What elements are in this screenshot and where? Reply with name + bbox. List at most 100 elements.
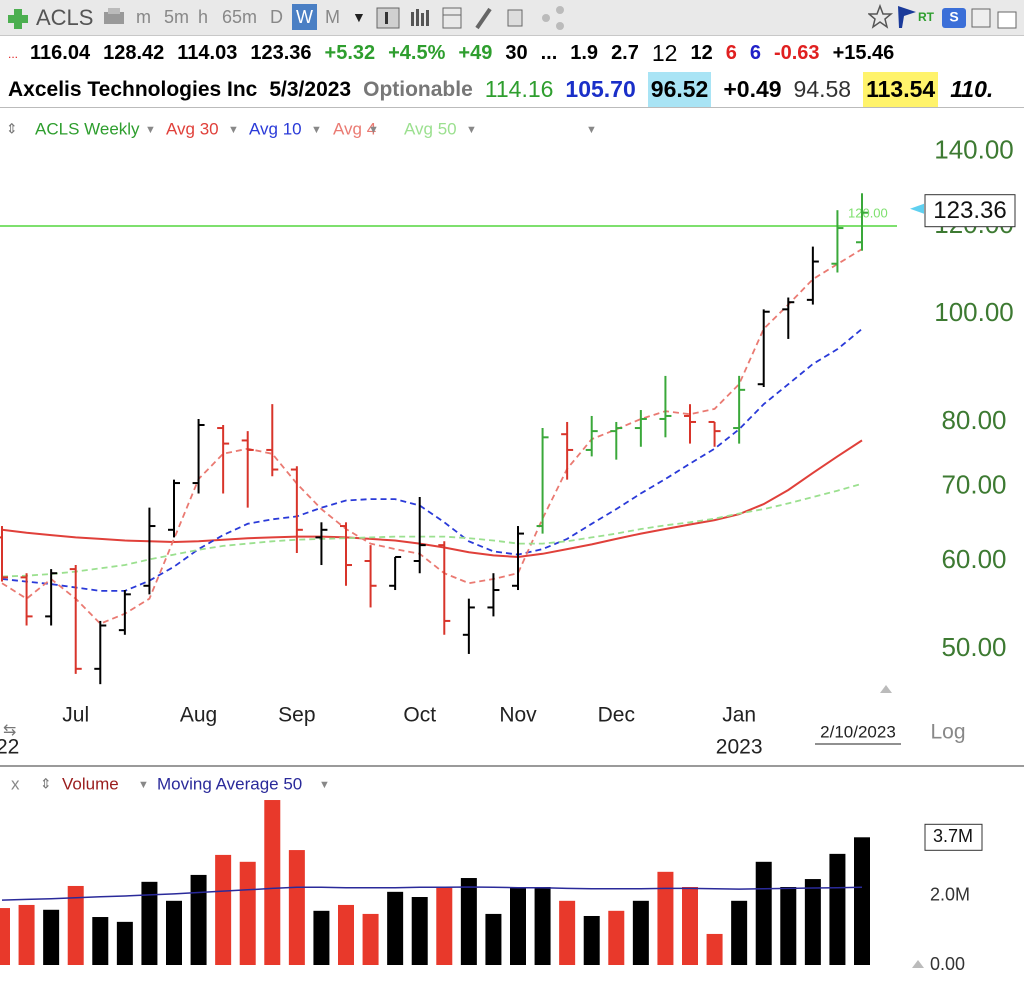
timeframe-button[interactable]: D	[270, 7, 283, 27]
x-year-label: 2023	[716, 736, 763, 759]
legend-dropdown[interactable]: ▼	[138, 779, 149, 791]
legend-dropdown[interactable]: ▼	[311, 124, 322, 136]
volume-bar	[0, 908, 10, 965]
last-value-box	[924, 823, 983, 851]
scale-label: Log	[930, 721, 965, 744]
y-tick-label: 70.00	[941, 469, 1006, 499]
volume-bar	[338, 904, 354, 965]
timeframe-button[interactable]: h	[198, 7, 209, 27]
y-tick-label: 140.00	[934, 134, 1014, 164]
volume-bar	[43, 909, 60, 965]
scroll-arrow[interactable]	[912, 960, 924, 968]
quote-value: 12	[651, 40, 678, 66]
date-label: 2/10/2023	[820, 722, 896, 741]
last-value-marker	[910, 203, 924, 214]
quote-value: 6	[725, 42, 737, 64]
x-tick-label: Sep	[278, 704, 315, 727]
x-tick-label: Dec	[598, 704, 635, 727]
grip-icon[interactable]: ⇕	[40, 776, 52, 792]
volume-bar	[387, 891, 404, 965]
quote-value: 6	[749, 42, 761, 64]
info-value: +0.49	[723, 76, 782, 102]
info-value: 96.52	[647, 72, 712, 107]
quote-value: +15.46	[832, 42, 895, 64]
toolbar: ACLS m 5m h 65m D W M ▼ RT S	[0, 0, 1024, 36]
legend-label[interactable]: Volume	[62, 774, 119, 793]
legend-label[interactable]: ACLS Weekly	[35, 119, 140, 138]
grip-icon[interactable]: ⇕	[6, 121, 18, 137]
info-value: 5/3/2023	[269, 77, 352, 101]
legend-dropdown[interactable]: ▼	[368, 124, 379, 136]
y-tick-label: 100.00	[934, 297, 1014, 327]
volume-bar	[583, 915, 600, 965]
volume-bar	[313, 910, 330, 965]
quote-value: 2.7	[611, 42, 639, 64]
volume-bar	[804, 879, 821, 965]
scroll-arrow[interactable]	[880, 685, 892, 693]
close-button[interactable]: x	[11, 774, 20, 793]
quote-value: 123.36	[250, 42, 312, 64]
rt-label[interactable]: RT	[918, 10, 934, 24]
timeframe-button[interactable]: W	[292, 4, 317, 30]
print-icon[interactable]	[100, 0, 128, 35]
window-icons[interactable]: S	[940, 0, 1024, 35]
info-value: 94.58	[793, 76, 852, 102]
legend-label[interactable]: Avg 30	[166, 119, 219, 138]
legend-dropdown[interactable]: ▼	[466, 124, 477, 136]
share-icon[interactable]	[540, 0, 568, 35]
volume-bar	[215, 854, 232, 965]
legend-label[interactable]: Avg 10	[249, 119, 302, 138]
timeframe-button[interactable]: m	[136, 7, 151, 27]
x-tick-label: Jan	[722, 704, 756, 727]
quote-prefix: ...	[8, 46, 19, 61]
legend-dropdown[interactable]: ▼	[319, 779, 330, 791]
timeframe-button[interactable]: M	[325, 7, 340, 27]
symbol[interactable]: ACLS	[36, 5, 94, 30]
volume-bar	[436, 887, 453, 965]
legend-dropdown[interactable]: ▼	[586, 124, 597, 136]
legend-label[interactable]: Moving Average 50	[157, 774, 302, 793]
info-value: 105.70	[565, 76, 636, 102]
quote-value: ...	[540, 42, 558, 64]
x-left-label: 22	[0, 736, 19, 759]
quote-value: 114.03	[177, 42, 238, 64]
x-tick-label: Oct	[403, 704, 436, 727]
y-tick-label: 80.00	[941, 405, 1006, 435]
timeframe-button[interactable]: 65m	[222, 7, 258, 27]
add-icon[interactable]	[6, 0, 30, 35]
legend-dropdown[interactable]: ▼	[228, 124, 239, 136]
star-flag-icons[interactable]	[868, 0, 928, 35]
quote-value: -0.63	[773, 42, 820, 64]
volume-bar	[608, 910, 625, 965]
legend-label[interactable]: Avg 50	[404, 119, 457, 138]
last-value-label: 123.36	[933, 197, 1006, 224]
legend-dropdown[interactable]: ▼	[145, 124, 156, 136]
volume-bar	[559, 900, 576, 965]
volume-bar	[854, 837, 870, 965]
info-row: Axcelis Technologies Inc 5/3/2023 Optionab…	[0, 72, 1024, 108]
last-value-box	[924, 194, 1016, 228]
volume-bar	[731, 900, 748, 965]
volume-bar	[510, 887, 526, 965]
quote-value: 12	[690, 42, 713, 64]
quote-value: 1.9	[570, 42, 599, 64]
dropdown-arrow[interactable]: ▼	[352, 9, 366, 25]
volume-bar	[116, 921, 133, 965]
quote-value: +49	[458, 42, 493, 64]
timeframe-button[interactable]: 5m	[164, 7, 190, 27]
info-value: 114.16	[484, 76, 554, 102]
volume-bar	[485, 913, 502, 965]
y-tick-label: 60.00	[941, 544, 1006, 574]
volume-bar	[362, 913, 379, 965]
legend-label[interactable]: Avg 4	[333, 119, 376, 138]
volume-bar	[92, 917, 109, 965]
volume-bar	[411, 897, 428, 965]
y-tick-label: 0.00	[930, 954, 965, 974]
swap-icon[interactable]: ⇆	[3, 722, 16, 739]
tool-icons[interactable]	[375, 0, 525, 35]
volume-bar	[67, 885, 84, 965]
info-value: Optionable	[363, 77, 473, 101]
x-tick-label: Jul	[62, 704, 89, 727]
volume-bar	[166, 900, 182, 965]
